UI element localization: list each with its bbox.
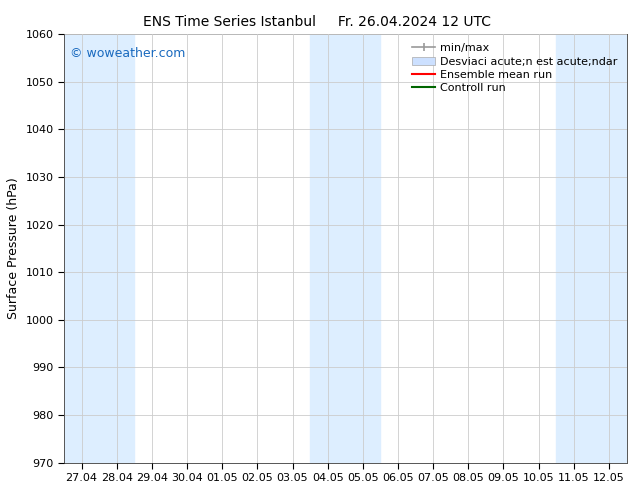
Bar [64, 34, 134, 463]
Text: © woweather.com: © woweather.com [70, 47, 185, 60]
Bar [556, 34, 626, 463]
Legend: min/max, Desviaci acute;n est acute;ndar, Ensemble mean run, Controll run: min/max, Desviaci acute;n est acute;ndar… [409, 40, 621, 97]
Text: ENS Time Series Istanbul     Fr. 26.04.2024 12 UTC: ENS Time Series Istanbul Fr. 26.04.2024 … [143, 15, 491, 29]
Bar [310, 34, 380, 463]
Y-axis label: Surface Pressure (hPa): Surface Pressure (hPa) [7, 177, 20, 319]
